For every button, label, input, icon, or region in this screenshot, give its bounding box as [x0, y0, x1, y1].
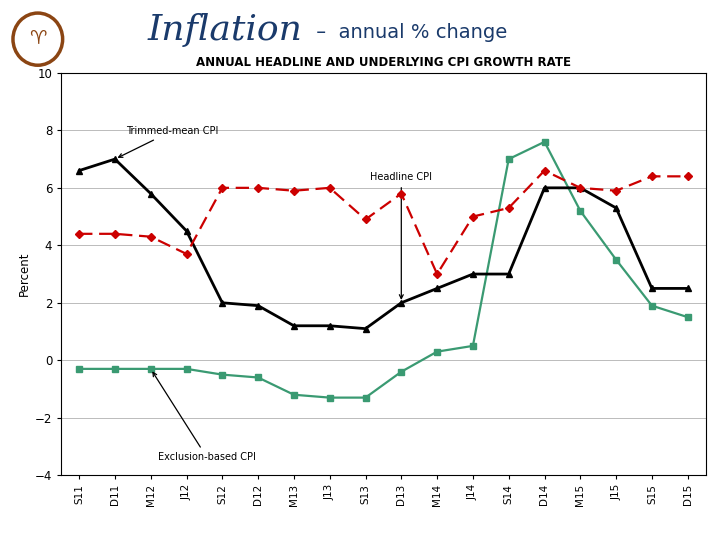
Title: ANNUAL HEADLINE AND UNDERLYING CPI GROWTH RATE: ANNUAL HEADLINE AND UNDERLYING CPI GROWT…: [196, 56, 571, 69]
Text: ♈: ♈: [29, 29, 47, 48]
Text: Inflation: Inflation: [148, 13, 302, 46]
Text: Exclusion-based CPI: Exclusion-based CPI: [153, 373, 256, 462]
Y-axis label: Percent: Percent: [17, 252, 31, 296]
Text: Headline CPI: Headline CPI: [370, 172, 432, 299]
Text: Trimmed-mean CPI: Trimmed-mean CPI: [119, 126, 218, 157]
Text: –  annual % change: – annual % change: [310, 23, 507, 42]
